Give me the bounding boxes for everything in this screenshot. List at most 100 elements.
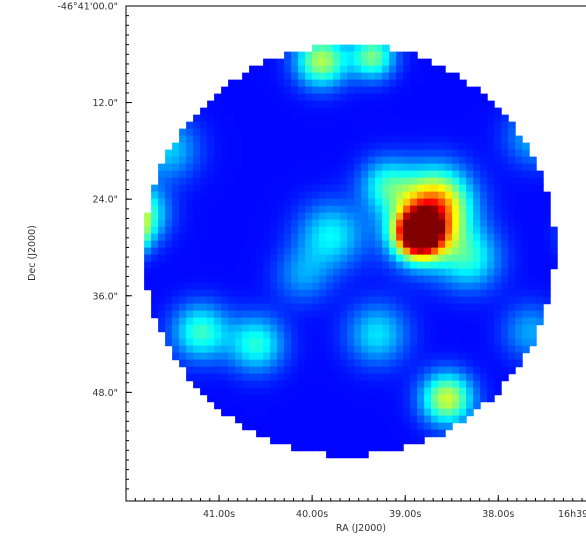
heatmap-cell bbox=[256, 170, 264, 179]
heatmap-cell bbox=[382, 156, 390, 165]
heatmap-cell bbox=[298, 233, 306, 242]
heatmap-cell bbox=[473, 394, 481, 403]
heatmap-cell bbox=[375, 366, 383, 375]
heatmap-cell bbox=[354, 128, 362, 137]
heatmap-cell bbox=[368, 72, 376, 81]
heatmap-cell bbox=[354, 191, 362, 200]
heatmap-cell bbox=[508, 135, 516, 144]
heatmap-cell bbox=[473, 86, 481, 95]
heatmap-cell bbox=[445, 135, 453, 144]
heatmap-cell bbox=[340, 121, 348, 130]
heatmap-cell bbox=[536, 275, 544, 284]
heatmap-cell bbox=[305, 184, 313, 193]
heatmap-cell bbox=[494, 338, 502, 347]
heatmap-cell bbox=[193, 303, 201, 312]
heatmap-cell bbox=[410, 205, 418, 214]
heatmap-cell bbox=[452, 184, 460, 193]
heatmap-cell bbox=[277, 436, 285, 445]
heatmap-cell bbox=[249, 247, 257, 256]
heatmap-cell bbox=[158, 275, 166, 284]
heatmap-cell bbox=[305, 72, 313, 81]
heatmap-cell bbox=[466, 142, 474, 151]
heatmap-cell bbox=[333, 212, 341, 221]
heatmap-cell bbox=[228, 401, 236, 410]
heatmap-cell bbox=[235, 317, 243, 326]
heatmap-cell bbox=[410, 254, 418, 263]
heatmap-cell bbox=[536, 254, 544, 263]
heatmap-cell bbox=[284, 338, 292, 347]
heatmap-cell bbox=[277, 387, 285, 396]
heatmap-cell bbox=[291, 331, 299, 340]
heatmap-cell bbox=[375, 394, 383, 403]
heatmap-cell bbox=[445, 156, 453, 165]
heatmap-cell bbox=[221, 310, 229, 319]
heatmap-cell bbox=[172, 142, 180, 151]
heatmap-cell bbox=[242, 296, 250, 305]
heatmap-cell bbox=[354, 198, 362, 207]
heatmap-cell bbox=[473, 93, 481, 102]
heatmap-cell bbox=[347, 289, 355, 298]
heatmap-cell bbox=[312, 394, 320, 403]
heatmap-cell bbox=[277, 296, 285, 305]
heatmap-cell bbox=[165, 261, 173, 270]
heatmap-cell bbox=[354, 373, 362, 382]
heatmap-cell bbox=[382, 51, 390, 60]
heatmap-cell bbox=[242, 415, 250, 424]
heatmap-cell bbox=[200, 275, 208, 284]
y-tick-label: -46°41'00.0" bbox=[58, 2, 119, 13]
heatmap-cell bbox=[361, 408, 369, 417]
heatmap-cell bbox=[305, 422, 313, 431]
heatmap-cell bbox=[501, 282, 509, 291]
heatmap-cell bbox=[347, 51, 355, 60]
heatmap-cell bbox=[312, 51, 320, 60]
heatmap-cell bbox=[249, 408, 257, 417]
heatmap-cell bbox=[326, 282, 334, 291]
heatmap-cell bbox=[459, 156, 467, 165]
heatmap-cell bbox=[396, 282, 404, 291]
heatmap-cell bbox=[333, 429, 341, 438]
heatmap-cell bbox=[200, 212, 208, 221]
heatmap-cell bbox=[263, 373, 271, 382]
heatmap-cell bbox=[501, 121, 509, 130]
heatmap-cell bbox=[396, 338, 404, 347]
heatmap-cell bbox=[403, 415, 411, 424]
heatmap-cell bbox=[480, 184, 488, 193]
heatmap-cell bbox=[347, 450, 355, 459]
heatmap-cell bbox=[382, 359, 390, 368]
heatmap-cell bbox=[221, 366, 229, 375]
heatmap-cell bbox=[459, 387, 467, 396]
heatmap-cell bbox=[193, 205, 201, 214]
heatmap-cell bbox=[242, 310, 250, 319]
heatmap-cell bbox=[242, 86, 250, 95]
heatmap-cell bbox=[375, 156, 383, 165]
heatmap-cell bbox=[256, 359, 264, 368]
heatmap-cell bbox=[438, 366, 446, 375]
heatmap-cell bbox=[466, 177, 474, 186]
heatmap-cell bbox=[403, 394, 411, 403]
heatmap-cell bbox=[389, 58, 397, 67]
heatmap-cell bbox=[473, 240, 481, 249]
heatmap-cell bbox=[312, 443, 320, 452]
heatmap-cell bbox=[403, 310, 411, 319]
heatmap-cell bbox=[347, 184, 355, 193]
heatmap-cell bbox=[284, 93, 292, 102]
heatmap-cell bbox=[417, 219, 425, 228]
heatmap-cell bbox=[403, 184, 411, 193]
heatmap-cell bbox=[277, 212, 285, 221]
heatmap-cell bbox=[438, 135, 446, 144]
heatmap-cell bbox=[375, 247, 383, 256]
heatmap-cell bbox=[319, 303, 327, 312]
heatmap-cell bbox=[340, 79, 348, 88]
heatmap-cell bbox=[158, 282, 166, 291]
heatmap-cell bbox=[200, 268, 208, 277]
heatmap-cell bbox=[438, 345, 446, 354]
heatmap-cell bbox=[347, 44, 355, 53]
heatmap-cell bbox=[396, 79, 404, 88]
heatmap-cell bbox=[298, 72, 306, 81]
heatmap-cell bbox=[305, 338, 313, 347]
heatmap-cell bbox=[473, 121, 481, 130]
heatmap-cell bbox=[263, 226, 271, 235]
heatmap-cell bbox=[368, 177, 376, 186]
heatmap-cell bbox=[459, 100, 467, 109]
heatmap-cell bbox=[298, 58, 306, 67]
